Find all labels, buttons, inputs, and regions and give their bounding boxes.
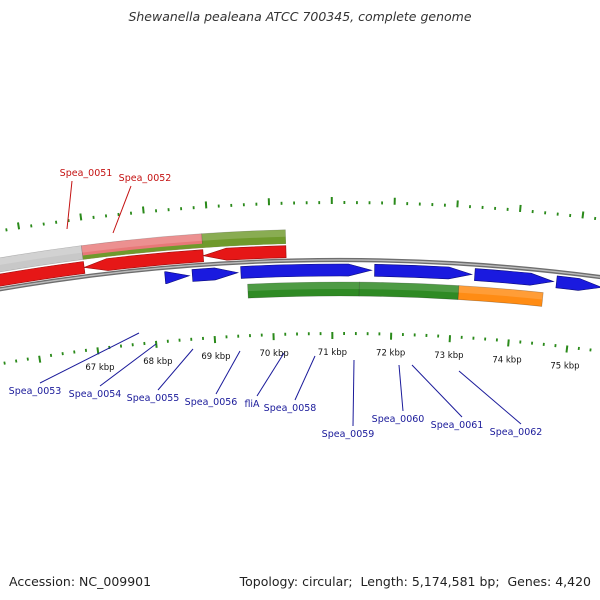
feature-bar-green <box>358 281 460 300</box>
callout-leader <box>112 185 132 234</box>
scale-label: 74 kbp <box>492 355 521 365</box>
callout-leader <box>294 355 316 401</box>
reverse-gene-ring <box>0 245 287 287</box>
forward-gene-arrow <box>474 268 555 286</box>
forward-gene-arrow <box>240 263 373 279</box>
callout-leader <box>39 332 140 384</box>
gene-label: Spea_0062 <box>490 427 543 438</box>
genome-summary: Topology: circular; Length: 5,174,581 bp… <box>239 574 591 589</box>
forward-gene-ring <box>164 263 600 291</box>
genome-backbone <box>0 257 600 292</box>
callout-leader <box>458 370 522 425</box>
outer-tick-ring <box>5 197 597 232</box>
callout-leader <box>398 364 404 412</box>
feature-bar-olive-shine <box>201 229 286 241</box>
callout-leader <box>215 350 241 395</box>
callout-leader <box>411 364 463 418</box>
forward-gene-arrow <box>555 275 600 291</box>
major-tick <box>79 213 83 221</box>
forward-feature-ring <box>247 281 544 307</box>
major-tick <box>581 211 585 219</box>
feature-bar-grey <box>0 245 84 273</box>
callout-leader <box>157 348 194 391</box>
map-title: Shewanella pealeana ATCC 700345, complet… <box>128 9 472 24</box>
scale-labels: 67 kbp 68 kbp 69 kbp 70 kbp 71 kbp 72 kbp 73 k… <box>85 348 579 373</box>
gene-label: Spea_0051 <box>60 168 113 179</box>
length-value: 5,174,581 bp <box>411 574 496 589</box>
scale-label: 72 kbp <box>376 349 405 359</box>
gene-label: Spea_0052 <box>119 173 172 184</box>
gene-label: Spea_0060 <box>372 414 425 425</box>
scale-label: 67 kbp <box>85 363 114 373</box>
genes-value: 4,420 <box>555 574 591 589</box>
backbone-highlight <box>0 259 600 291</box>
accession-value: NC_009901 <box>79 574 152 589</box>
scale-label: 75 kbp <box>550 361 579 371</box>
gene-label: Spea_0055 <box>127 393 180 404</box>
reverse-gene-arrow <box>203 245 287 261</box>
feature-bar-pink-shine <box>81 233 203 253</box>
major-tick <box>38 355 42 363</box>
gene-label: Spea_0054 <box>69 389 122 400</box>
gene-label: Spea_0061 <box>431 420 484 431</box>
length-label: Length: <box>360 574 408 589</box>
forward-gene-arrow <box>164 271 191 285</box>
accession-label: Accession: <box>9 574 76 589</box>
topology-value: circular <box>302 574 349 589</box>
gene-label: Spea_0059 <box>322 429 375 440</box>
reverse-feature-ring <box>0 229 287 273</box>
topology-label: Topology: <box>239 574 299 589</box>
feature-bar-green <box>247 281 360 299</box>
scale-label: 69 kbp <box>201 352 230 362</box>
major-tick <box>565 345 569 353</box>
gene-label: Spea_0056 <box>185 397 238 408</box>
forward-gene-arrow <box>191 267 240 282</box>
gene-callouts: Spea_0051 Spea_0052 Spea_0053 Spea_0054 Spea… <box>9 168 543 440</box>
feature-bar-orange <box>457 285 544 307</box>
feature-bar-orange-shine <box>458 285 544 300</box>
feature-bar-grey-shine <box>0 245 83 265</box>
feature-bar-underline <box>82 239 286 260</box>
callout-leader <box>352 359 355 427</box>
genes-label: Genes: <box>507 574 552 589</box>
callout-leader <box>256 352 285 397</box>
minor-tick <box>15 359 18 363</box>
feature-bar-green-shine <box>247 281 360 292</box>
major-tick <box>16 222 21 230</box>
gene-label: fliA <box>244 399 260 410</box>
callout-leader <box>99 343 157 387</box>
scale-label: 71 kbp <box>318 348 347 358</box>
major-tick <box>507 339 510 347</box>
major-tick <box>142 206 145 214</box>
scale-label: 73 kbp <box>434 351 463 361</box>
gene-label: Spea_0058 <box>264 403 317 414</box>
callout-leader <box>66 180 73 230</box>
accession-info: Accession: NC_009901 <box>9 574 151 589</box>
forward-gene-arrow <box>374 263 473 280</box>
inner-tick-ring <box>3 332 592 365</box>
scale-label: 70 kbp <box>260 349 289 359</box>
minor-tick <box>3 361 6 365</box>
scale-label: 68 kbp <box>143 357 172 367</box>
feature-bar-green-shine <box>359 282 459 293</box>
major-tick <box>519 204 522 213</box>
major-tick <box>154 340 158 348</box>
gene-label: Spea_0053 <box>9 386 62 397</box>
